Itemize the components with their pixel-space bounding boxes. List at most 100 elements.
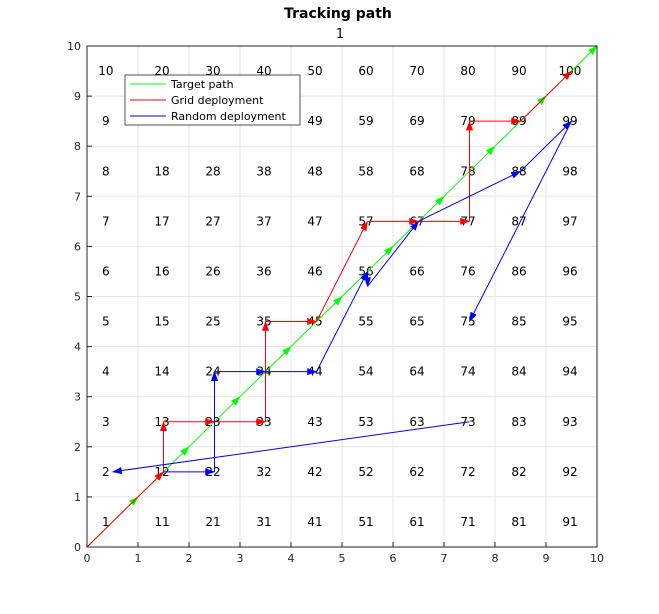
legend-label-grid-deployment: Grid deployment (171, 94, 264, 107)
node-label-49: 49 (307, 114, 322, 128)
node-label-56: 56 (358, 264, 373, 278)
chart-subtitle: 1 (336, 27, 344, 42)
node-label-20: 20 (154, 64, 169, 78)
node-label-90: 90 (511, 64, 526, 78)
grid-deployment-segment-3-head (256, 418, 267, 426)
y-tick-label-3: 3 (74, 391, 81, 404)
node-label-66: 66 (409, 264, 424, 278)
node-label-51: 51 (358, 515, 373, 529)
node-label-86: 86 (511, 264, 526, 278)
node-label-1: 1 (102, 515, 110, 529)
node-label-54: 54 (358, 365, 373, 379)
node-label-96: 96 (562, 264, 577, 278)
node-label-42: 42 (307, 465, 322, 479)
series-grid-deployment (86, 70, 573, 548)
random-deployment-segment-8 (520, 120, 572, 172)
node-label-69: 69 (409, 114, 424, 128)
node-label-3: 3 (102, 415, 110, 429)
node-label-76: 76 (460, 264, 475, 278)
target-path-segment-3-head (281, 346, 292, 356)
node-label-71: 71 (460, 515, 475, 529)
node-label-16: 16 (154, 264, 169, 278)
node-label-92: 92 (562, 465, 577, 479)
node-label-7: 7 (102, 214, 110, 228)
node-label-27: 27 (205, 214, 220, 228)
random-deployment-segment-6 (367, 221, 419, 287)
node-label-21: 21 (205, 515, 220, 529)
node-label-18: 18 (154, 164, 169, 178)
grid-deployment-segment-6-head (360, 220, 368, 232)
node-label-82: 82 (511, 465, 526, 479)
series-random-deployment (111, 120, 573, 476)
node-label-97: 97 (562, 214, 577, 228)
legend-label-target-path: Target path (170, 78, 234, 91)
node-label-28: 28 (205, 164, 220, 178)
grid-deployment-segment-7-head (409, 217, 420, 225)
legend-label-random-deployment: Random deployment (171, 110, 287, 123)
chart-title: Tracking path (284, 6, 392, 22)
node-label-30: 30 (205, 64, 220, 78)
node-label-95: 95 (562, 315, 577, 329)
node-label-61: 61 (409, 515, 424, 529)
node-label-52: 52 (358, 465, 373, 479)
node-label-62: 62 (409, 465, 424, 479)
node-label-5: 5 (102, 315, 110, 329)
random-deployment-segment-9 (469, 120, 572, 322)
node-label-47: 47 (307, 214, 322, 228)
node-label-87: 87 (511, 214, 526, 228)
target-path-segment-7-head (485, 145, 496, 156)
node-label-46: 46 (307, 264, 322, 278)
node-label-13: 13 (154, 415, 169, 429)
node-label-17: 17 (154, 214, 169, 228)
node-label-40: 40 (256, 64, 271, 78)
node-label-50: 50 (307, 64, 322, 78)
node-label-43: 43 (307, 415, 322, 429)
grid-deployment-segment-5-head (307, 317, 318, 326)
node-label-14: 14 (154, 365, 169, 379)
y-tick-label-6: 6 (74, 240, 81, 253)
grid-deployment-segment-8-head (460, 217, 471, 225)
node-label-70: 70 (409, 64, 424, 78)
random-deployment-segment-2-head (256, 368, 267, 376)
grid-deployment-segment-2-head (205, 418, 216, 426)
node-label-85: 85 (511, 315, 526, 329)
grid-deployment-segment-4-head (261, 320, 270, 331)
node-label-83: 83 (511, 415, 526, 429)
grid-deployment-segment-11-head (562, 70, 573, 81)
y-tick-label-1: 1 (74, 491, 81, 504)
y-tick-label-8: 8 (74, 140, 81, 153)
node-label-15: 15 (154, 315, 169, 329)
node-label-80: 80 (460, 64, 475, 78)
node-label-11: 11 (154, 515, 169, 529)
node-label-91: 91 (562, 515, 577, 529)
node-label-9: 9 (102, 114, 110, 128)
node-label-57: 57 (358, 214, 373, 228)
random-deployment-segment-1-head (210, 370, 219, 381)
grid-deployment-segment-0-head (154, 471, 165, 481)
node-label-31: 31 (256, 515, 271, 529)
random-deployment-segment-7-head (510, 170, 522, 179)
grid-deployment-segment-0 (86, 471, 164, 548)
x-tick-label-7: 7 (441, 552, 448, 565)
grid-deployment-segment-1-head (159, 421, 168, 431)
target-path-segment-1-head (179, 446, 190, 456)
node-label-35: 35 (256, 315, 271, 329)
node-label-8: 8 (102, 164, 110, 178)
node-label-41: 41 (307, 515, 322, 529)
x-tick-label-10: 10 (590, 552, 604, 565)
node-label-93: 93 (562, 415, 577, 429)
target-path-segment-5-head (383, 245, 394, 256)
random-deployment-segment-5-head (363, 277, 372, 288)
node-label-58: 58 (358, 164, 373, 178)
node-label-10: 10 (98, 64, 113, 78)
random-deployment-segment-9-head (469, 311, 477, 323)
node-label-81: 81 (511, 515, 526, 529)
node-label-68: 68 (409, 164, 424, 178)
random-deployment-segment-0-head (205, 468, 216, 476)
node-label-48: 48 (307, 164, 322, 178)
node-label-24: 24 (205, 365, 220, 379)
node-label-63: 63 (409, 415, 424, 429)
x-tick-label-0: 0 (84, 552, 91, 565)
y-tick-label-4: 4 (74, 341, 81, 354)
